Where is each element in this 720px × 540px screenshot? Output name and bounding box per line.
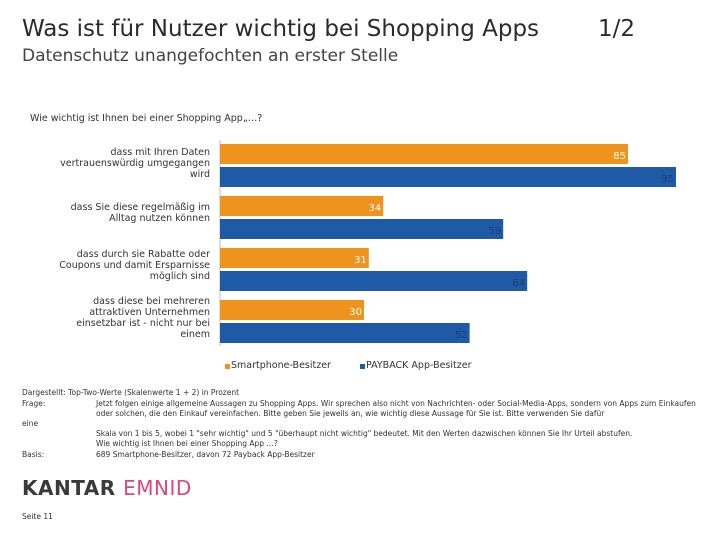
category-label: dass diese bei mehreren attraktiven Unte… (76, 296, 210, 340)
logo-emnid: EMNID (123, 476, 192, 500)
page-number: 1/2 (598, 16, 636, 42)
category-label: dass Sie diese regelmäßig im Alltag nutz… (70, 202, 210, 224)
bar-payback (220, 219, 504, 239)
page-subtitle: Datenschutz unangefochten an erster Stel… (22, 46, 399, 66)
footnote-frage-text: Jetzt folgen einige allgemeine Aussagen … (96, 399, 696, 418)
bar-payback (220, 167, 676, 187)
footnote-wie-text: Wie wichtig ist Ihnen bei einer Shopping… (96, 439, 278, 448)
footnote-basis-text: 689 Smartphone-Besitzer, davon 72 Paybac… (96, 450, 315, 459)
bar-payback (220, 271, 528, 291)
footnote-skala-text: Skala von 1 bis 5, wobei 1 "sehr wichtig… (96, 429, 633, 438)
legend-label-smartphone: Smartphone-Besitzer (231, 360, 331, 371)
data-label: 59 (488, 226, 501, 237)
bar-smartphone (220, 144, 628, 164)
category-label: dass mit Ihren Daten vertrauenswürdig um… (60, 147, 210, 180)
bar-smartphone (220, 300, 364, 320)
data-label: 52 (455, 330, 468, 341)
data-label: 85 (613, 151, 626, 162)
footnote-basis-label: Basis: (22, 450, 45, 459)
footnote-frage-label: Frage: (22, 399, 46, 408)
legend-label-payback: PAYBACK App-Besitzer (366, 360, 472, 371)
data-label: 95 (661, 174, 674, 185)
data-label: 34 (368, 203, 381, 214)
category-label: dass durch sie Rabatte oder Coupons und … (59, 249, 210, 282)
logo-kantar: KANTAR (22, 476, 116, 500)
footnote-eine-label: eine (22, 419, 39, 428)
footnote-dargestellt: Dargestellt: Top-Two-Werte (Skalenwerte … (22, 388, 240, 397)
bar-smartphone (220, 196, 384, 216)
data-label: 64 (512, 278, 525, 289)
bar-smartphone (220, 248, 369, 268)
page-title: Was ist für Nutzer wichtig bei Shopping … (22, 16, 540, 42)
page-footer: Seite 11 (22, 512, 53, 521)
kantar-emnid-logo: KANTAR EMNID (22, 476, 192, 500)
bar-payback (220, 323, 470, 343)
chart-question: Wie wichtig ist Ihnen bei einer Shopping… (30, 113, 263, 124)
legend-swatch-smartphone (225, 364, 230, 369)
legend-swatch-payback (360, 364, 365, 369)
data-label: 30 (349, 307, 362, 318)
data-label: 31 (354, 255, 367, 266)
